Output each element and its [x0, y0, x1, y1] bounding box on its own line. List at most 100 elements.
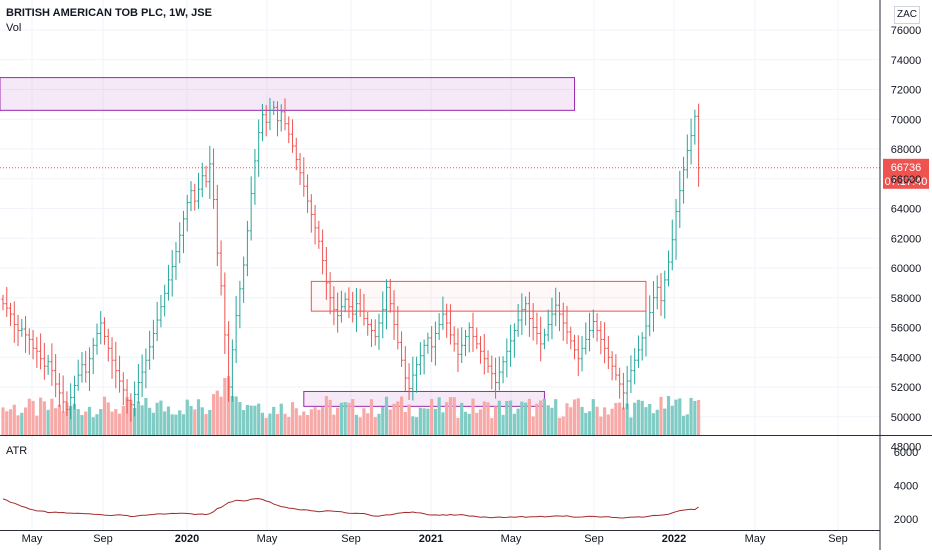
candle — [580, 336, 584, 372]
volume-bar — [185, 399, 189, 435]
volume-bar — [283, 413, 287, 435]
candle — [572, 334, 577, 360]
time-tick-label: 2021 — [419, 533, 443, 545]
currency-button[interactable]: ZAC — [894, 6, 920, 24]
volume-bar — [561, 416, 565, 435]
volume-bar — [655, 409, 659, 435]
candle — [678, 170, 682, 228]
volume-bar — [610, 408, 614, 435]
candle — [666, 250, 671, 287]
time-tick-label: May — [745, 533, 766, 545]
candle — [490, 355, 494, 390]
candle — [587, 312, 592, 352]
candle — [54, 353, 58, 398]
candle — [102, 317, 107, 345]
volume-bar — [91, 417, 95, 435]
candle — [215, 184, 219, 267]
candle — [426, 332, 430, 354]
volume-bar — [110, 411, 114, 435]
candle — [174, 241, 178, 280]
volume-bar — [603, 407, 607, 435]
time-tick-label: Sep — [93, 533, 113, 545]
price-tick-label: 74000 — [891, 55, 922, 67]
volume-bar — [490, 418, 494, 435]
volume-bar — [290, 402, 295, 435]
volume-bar — [151, 412, 155, 435]
candle — [294, 137, 298, 171]
candle — [313, 205, 317, 245]
candle — [35, 336, 39, 368]
volume-bar — [426, 408, 430, 435]
candle — [648, 295, 652, 337]
candle — [674, 198, 678, 260]
volume-bar — [437, 397, 441, 435]
time-tick-label: Sep — [828, 533, 848, 545]
volume-bar — [8, 409, 13, 435]
volume-bar — [193, 409, 197, 435]
candle — [287, 116, 291, 144]
volume-bar — [106, 402, 110, 435]
candle — [520, 293, 524, 336]
candle — [542, 328, 547, 350]
last-price-countdown: 07:17:40 — [885, 176, 928, 188]
candle — [234, 295, 238, 364]
candle — [629, 355, 633, 393]
volume-bar — [257, 403, 261, 435]
candle — [584, 322, 588, 355]
volume-bar — [159, 400, 163, 435]
volume-bar — [328, 399, 332, 435]
candle — [407, 363, 411, 400]
candle — [163, 284, 167, 317]
candle — [204, 165, 208, 188]
candle — [106, 328, 110, 362]
candle — [219, 240, 223, 296]
volume-bar — [298, 415, 302, 435]
volume-bar — [148, 407, 152, 435]
candle — [448, 304, 453, 345]
time-tick-label: Sep — [584, 533, 604, 545]
volume-bar — [264, 417, 268, 435]
volume-bar — [648, 403, 652, 435]
volume-bar — [693, 400, 697, 435]
volume-bar — [697, 400, 701, 435]
volume-bar — [204, 414, 208, 435]
atr-label: ATR — [6, 445, 28, 457]
volume-bar — [512, 413, 516, 435]
candle — [640, 332, 644, 361]
volume-bar — [550, 407, 554, 435]
volume-bar — [497, 400, 501, 435]
candle — [46, 354, 50, 375]
volume-bar — [456, 417, 460, 435]
candle — [546, 309, 550, 342]
candle — [505, 338, 509, 378]
volume-bar — [144, 397, 148, 435]
time-tick-label: May — [501, 533, 522, 545]
candle — [670, 219, 674, 271]
volume-bar — [324, 396, 328, 435]
candle — [659, 273, 663, 316]
last-price-value: 66736 — [891, 162, 922, 174]
candle — [399, 331, 404, 368]
candle — [430, 326, 434, 363]
candle — [396, 306, 400, 350]
candle — [189, 181, 193, 212]
volume-bar — [554, 399, 558, 435]
candle — [377, 313, 381, 350]
candle — [463, 329, 468, 357]
candle — [347, 287, 351, 319]
volume-bar — [527, 398, 531, 435]
candle — [275, 101, 280, 137]
volume-bar — [347, 402, 351, 435]
candle — [136, 363, 140, 403]
candle — [403, 346, 407, 392]
candle — [497, 356, 501, 391]
volume-bar — [666, 395, 671, 435]
candle — [493, 357, 498, 399]
volume-bar — [189, 405, 193, 435]
candle — [114, 341, 118, 389]
candle — [441, 296, 445, 330]
candle — [238, 280, 242, 329]
candle — [185, 194, 189, 232]
